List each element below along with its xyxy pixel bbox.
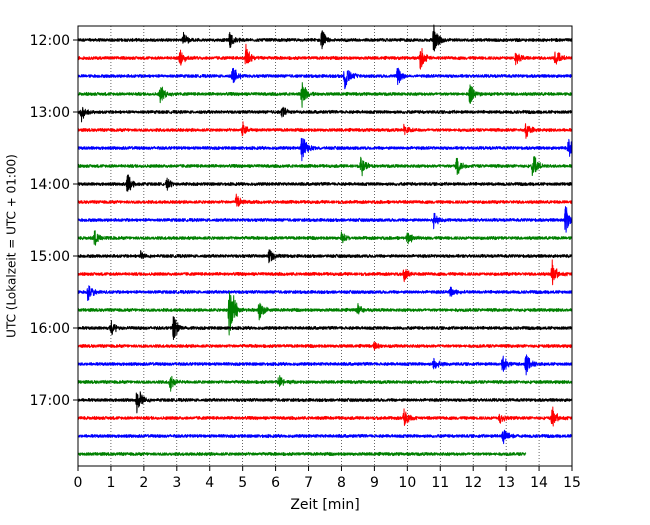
x-tick-label-8: 8	[337, 475, 346, 491]
x-tick-label-11: 11	[431, 475, 449, 491]
trace-row-1300	[77, 106, 573, 123]
trace-row-1430	[77, 206, 573, 233]
trace-row-1545	[77, 291, 573, 336]
x-tick-label-0: 0	[74, 475, 83, 491]
x-tick-label-10: 10	[398, 475, 416, 491]
x-tick-label-3: 3	[172, 475, 181, 491]
y-tick-label-1700: 17:00	[30, 393, 70, 409]
trace-row-1745	[77, 451, 527, 457]
trace-row-1200	[77, 24, 573, 52]
trace-row-1515	[77, 259, 573, 286]
trace-row-1400	[77, 174, 573, 192]
y-tick-label-1500: 15:00	[30, 249, 70, 265]
trace-row-1700	[77, 391, 573, 414]
y-tick-label-1300: 13:00	[30, 105, 70, 121]
x-tick-label-5: 5	[238, 475, 247, 491]
trace-row-1615	[77, 341, 573, 351]
plot-frame	[77, 25, 573, 467]
x-tick-label-7: 7	[304, 475, 313, 491]
trace-row-1630	[77, 354, 573, 376]
trace-row-1415	[77, 193, 573, 207]
trace-row-1345	[77, 156, 573, 177]
trace-row-1445	[77, 230, 573, 246]
x-tick-label-13: 13	[497, 475, 515, 491]
x-tick-label-9: 9	[370, 475, 379, 491]
trace-row-1500	[77, 249, 573, 264]
trace-row-1330	[77, 137, 573, 162]
y-tick-label-1400: 14:00	[30, 177, 70, 193]
x-tick-label-2: 2	[139, 475, 148, 491]
y-tick-label-1200: 12:00	[30, 33, 70, 49]
x-tick-label-15: 15	[563, 475, 581, 491]
x-tick-label-12: 12	[464, 475, 482, 491]
trace-row-1315	[77, 121, 573, 139]
y-tick-label-1600: 16:00	[30, 321, 70, 337]
x-tick-label-6: 6	[271, 475, 280, 491]
y-axis-label: UTC (Lokalzeit = UTC + 01:00)	[5, 154, 19, 338]
x-axis-label: Zeit [min]	[290, 497, 359, 513]
trace-layer	[77, 24, 573, 457]
x-tick-label-14: 14	[530, 475, 548, 491]
trace-row-1530	[77, 285, 573, 301]
trace-row-1230	[77, 67, 573, 90]
trace-row-1215	[77, 43, 573, 70]
trace-row-1600	[77, 316, 573, 341]
trace-row-1715	[77, 406, 573, 427]
x-tick-label-4: 4	[205, 475, 214, 491]
grid-layer	[110, 26, 540, 466]
x-tick-label-1: 1	[106, 475, 115, 491]
trace-row-1730	[77, 429, 573, 445]
tick-layer: 0 1 2 3 4 5 6 7 8 9 10 11 12 13 14 1512:0013:0014:0015:…	[30, 33, 581, 491]
trace-row-1645	[77, 375, 573, 392]
trace-row-1245	[77, 82, 573, 108]
